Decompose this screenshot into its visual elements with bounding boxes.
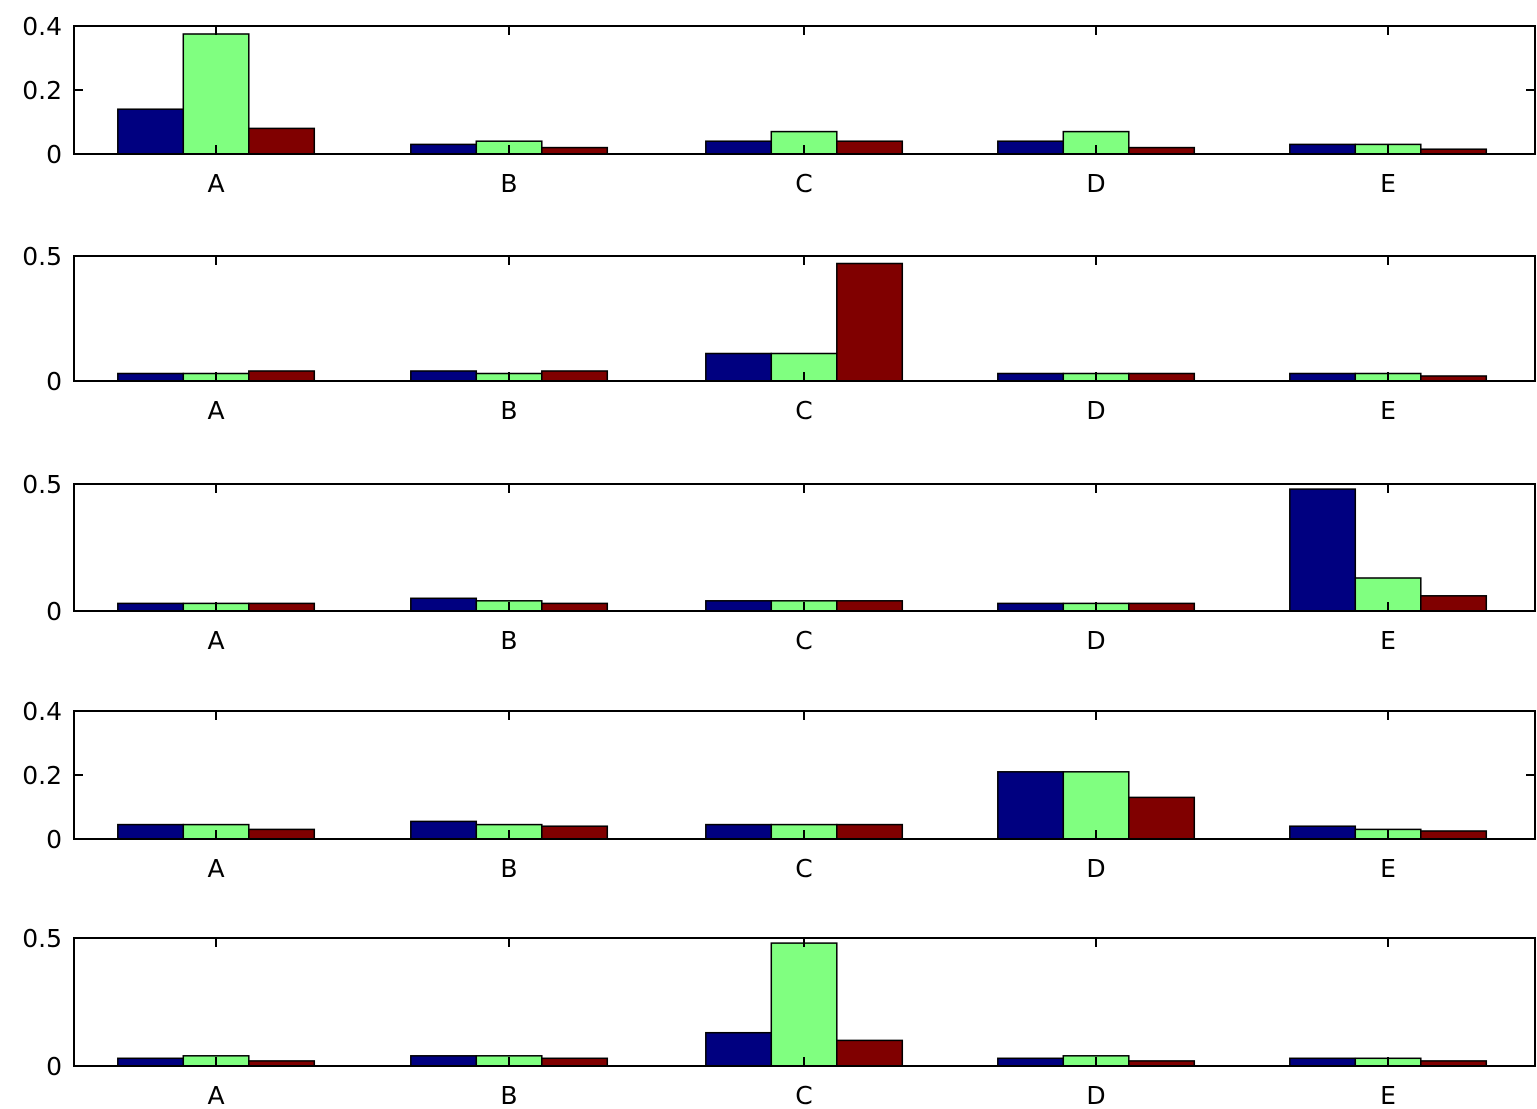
bar-d-series-2: [1062, 771, 1130, 840]
x-tick-label: B: [500, 854, 517, 883]
subplot-5: A B C D E 0 0.5: [22, 924, 1536, 1109]
x-tick-label: D: [1086, 854, 1105, 883]
x-tick-label: A: [207, 626, 224, 655]
bar-e-series-1: [1289, 372, 1357, 382]
bar-b-series-1: [410, 597, 478, 612]
y-tick-label: 0: [46, 597, 62, 626]
x-tick-label: A: [207, 396, 224, 425]
x-tick-label: A: [207, 169, 224, 198]
bar-a-series-2: [182, 33, 250, 155]
y-tick-label: 0: [46, 367, 62, 396]
bar-a-series-1: [117, 372, 185, 382]
bar-a-series-1: [117, 1057, 185, 1067]
bar-d-series-1: [997, 372, 1065, 382]
x-tick-label: E: [1380, 396, 1396, 425]
x-tick-label: D: [1086, 396, 1105, 425]
x-tick-label: C: [795, 169, 812, 198]
bar-c-series-1: [705, 1031, 773, 1067]
x-tick-label: E: [1380, 854, 1396, 883]
x-tick-label: C: [795, 396, 812, 425]
y-tick-label: 0.4: [22, 12, 62, 41]
bar-a-series-3: [248, 828, 316, 840]
bar-d-series-3: [1128, 602, 1196, 612]
y-tick-label: 0.5: [22, 470, 62, 499]
x-tick-label: E: [1380, 169, 1396, 198]
bar-c-series-1: [705, 600, 773, 612]
bar-a-series-1: [117, 108, 185, 155]
bar-e-series-1: [1289, 143, 1357, 155]
y-tick-label: 0: [46, 1052, 62, 1081]
x-tick-label: E: [1380, 1081, 1396, 1109]
y-tick-label: 0.2: [22, 761, 62, 790]
x-tick-label: C: [795, 626, 812, 655]
bar-c-series-3: [836, 823, 904, 840]
y-tick-label: 0: [46, 825, 62, 854]
bar-c-series-3: [836, 600, 904, 612]
axes-box: [73, 710, 1536, 840]
bar-b-series-3: [541, 825, 609, 840]
bar-b-series-1: [410, 370, 478, 382]
x-tick-label: B: [500, 1081, 517, 1109]
bar-e-series-3: [1420, 595, 1488, 612]
x-tick-label: B: [500, 169, 517, 198]
bar-b-series-3: [541, 1057, 609, 1067]
bar-e-series-1: [1289, 488, 1357, 612]
bar-d-series-3: [1128, 372, 1196, 382]
x-tick-label: A: [207, 1081, 224, 1109]
bar-e-series-1: [1289, 825, 1357, 840]
bar-e-series-3: [1420, 830, 1488, 840]
x-tick-label: B: [500, 626, 517, 655]
y-tick-label: 0.4: [22, 697, 62, 726]
bar-b-series-1: [410, 143, 478, 155]
bar-c-series-1: [705, 352, 773, 382]
x-tick-label: D: [1086, 626, 1105, 655]
bar-d-series-3: [1128, 796, 1196, 840]
bar-d-series-1: [997, 771, 1065, 840]
bar-a-series-3: [248, 127, 316, 155]
bar-b-series-1: [410, 1055, 478, 1067]
y-tick-label: 0.2: [22, 76, 62, 105]
bar-e-series-1: [1289, 1057, 1357, 1067]
x-tick-label: D: [1086, 169, 1105, 198]
x-tick-label: E: [1380, 626, 1396, 655]
subplot-2: A B C D E 0 0.5: [22, 242, 1536, 425]
bar-c-series-1: [705, 823, 773, 840]
bar-a-series-3: [248, 370, 316, 382]
bar-a-series-1: [117, 823, 185, 840]
bar-a-series-1: [117, 602, 185, 612]
x-tick-label: C: [795, 1081, 812, 1109]
x-tick-label: A: [207, 854, 224, 883]
subplot-3: A B C D E 0 0.5: [22, 470, 1536, 655]
x-tick-label: B: [500, 396, 517, 425]
bar-d-series-1: [997, 602, 1065, 612]
bar-d-series-1: [997, 1057, 1065, 1067]
bar-c-series-3: [836, 140, 904, 155]
subplot-1: A B C D E 0 0.2 0.4: [22, 12, 1536, 198]
bar-b-series-1: [410, 820, 478, 840]
y-tick-label: 0.5: [22, 924, 62, 953]
bar-c-series-1: [705, 140, 773, 155]
subplot-4: A B C D E 0 0.2 0.4: [22, 697, 1536, 883]
bar-d-series-1: [997, 140, 1065, 155]
x-tick-label: D: [1086, 1081, 1105, 1109]
y-tick-label: 0.5: [22, 242, 62, 271]
x-tick-label: C: [795, 854, 812, 883]
bar-c-series-3: [836, 1039, 904, 1067]
bar-b-series-3: [541, 602, 609, 612]
bar-b-series-3: [541, 370, 609, 382]
bar-c-series-3: [836, 262, 904, 382]
bar-c-series-2: [770, 942, 838, 1067]
bar-a-series-3: [248, 602, 316, 612]
y-tick-label: 0: [46, 140, 62, 169]
